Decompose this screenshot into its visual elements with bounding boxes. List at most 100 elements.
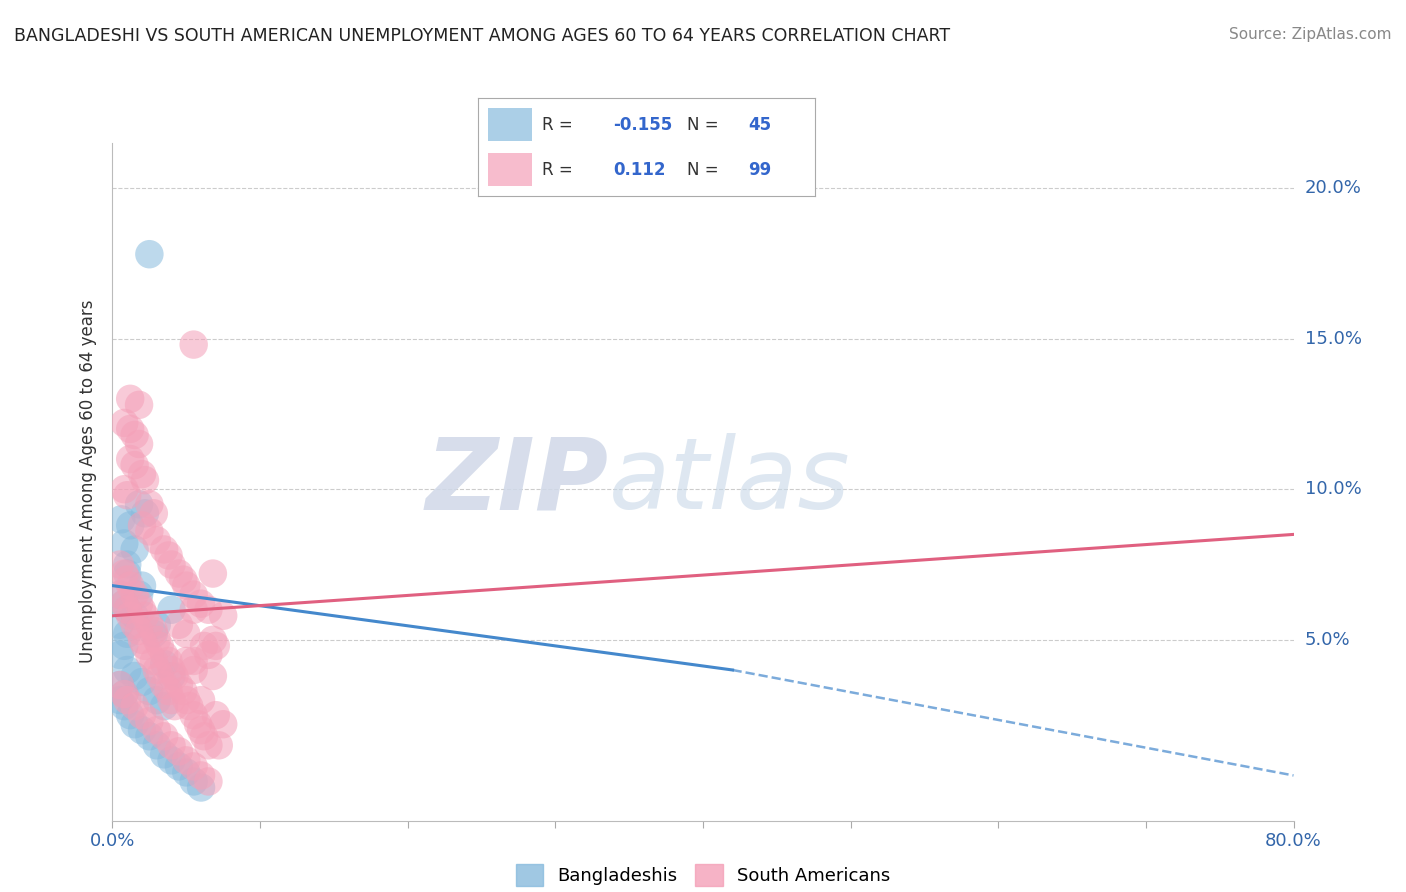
Point xyxy=(108,588,131,602)
Point xyxy=(120,452,142,467)
Point xyxy=(108,558,131,572)
Point xyxy=(120,422,142,436)
Point xyxy=(172,684,194,698)
Point xyxy=(174,627,197,641)
Point xyxy=(190,723,212,738)
Point xyxy=(190,597,212,611)
Point xyxy=(142,624,165,638)
Point xyxy=(153,648,176,662)
Point xyxy=(167,759,190,773)
Point xyxy=(205,639,228,653)
Point xyxy=(201,566,224,581)
Point xyxy=(183,774,205,789)
Point xyxy=(197,739,219,753)
Point xyxy=(108,617,131,632)
Point xyxy=(134,639,156,653)
Point xyxy=(146,739,169,753)
Point xyxy=(183,759,205,773)
Point xyxy=(183,603,205,617)
Point xyxy=(160,603,183,617)
Point xyxy=(131,603,153,617)
Point xyxy=(193,639,215,653)
Point xyxy=(117,558,138,572)
Point xyxy=(134,473,156,487)
Point xyxy=(174,693,197,707)
Point xyxy=(157,684,180,698)
Point xyxy=(167,617,190,632)
Point xyxy=(124,542,146,557)
Text: 5.0%: 5.0% xyxy=(1305,631,1350,648)
Point xyxy=(138,524,160,539)
Point xyxy=(212,717,235,731)
Point xyxy=(112,536,135,550)
Point xyxy=(117,603,138,617)
Point xyxy=(108,693,131,707)
Point xyxy=(160,558,183,572)
Point xyxy=(183,588,205,602)
Point xyxy=(112,482,135,496)
Point xyxy=(138,617,160,632)
Bar xyxy=(488,153,531,186)
Point xyxy=(183,708,205,723)
Point xyxy=(131,579,153,593)
Point xyxy=(183,663,205,677)
Point xyxy=(146,723,169,738)
Legend: Bangladeshis, South Americans: Bangladeshis, South Americans xyxy=(509,856,897,892)
Point xyxy=(128,497,150,511)
Point xyxy=(179,699,201,714)
Point xyxy=(112,597,135,611)
Point xyxy=(201,632,224,647)
Point xyxy=(131,708,153,723)
Point xyxy=(201,669,224,683)
Point xyxy=(190,780,212,795)
Point xyxy=(172,573,194,587)
Point xyxy=(142,627,165,641)
Point xyxy=(138,648,160,662)
Point xyxy=(193,729,215,743)
Point xyxy=(153,542,176,557)
Point xyxy=(174,765,197,780)
Point xyxy=(131,467,153,482)
Point xyxy=(124,699,146,714)
Text: 10.0%: 10.0% xyxy=(1305,480,1361,499)
Point xyxy=(112,687,135,701)
Text: 15.0%: 15.0% xyxy=(1305,329,1361,348)
Point xyxy=(112,687,135,701)
Text: Source: ZipAtlas.com: Source: ZipAtlas.com xyxy=(1229,27,1392,42)
Point xyxy=(134,608,156,623)
Point xyxy=(124,458,146,472)
Point xyxy=(117,573,138,587)
Point xyxy=(128,624,150,638)
Point xyxy=(183,654,205,668)
Point xyxy=(160,693,183,707)
Point xyxy=(120,708,142,723)
Text: N =: N = xyxy=(688,161,724,178)
Point xyxy=(149,639,172,653)
Text: BANGLADESHI VS SOUTH AMERICAN UNEMPLOYMENT AMONG AGES 60 TO 64 YEARS CORRELATION: BANGLADESHI VS SOUTH AMERICAN UNEMPLOYME… xyxy=(14,27,950,45)
Point xyxy=(112,699,135,714)
Point xyxy=(146,533,169,548)
Point xyxy=(112,566,135,581)
Point xyxy=(160,669,183,683)
Point xyxy=(112,597,135,611)
Point xyxy=(128,398,150,412)
Text: ZIP: ZIP xyxy=(426,434,609,530)
Point xyxy=(153,699,176,714)
Text: R =: R = xyxy=(543,116,578,134)
Point xyxy=(124,669,146,683)
Point xyxy=(146,693,169,707)
Point xyxy=(146,632,169,647)
Point xyxy=(117,603,138,617)
Point xyxy=(174,753,197,767)
Point xyxy=(160,753,183,767)
Point xyxy=(153,729,176,743)
Point xyxy=(128,588,150,602)
Point xyxy=(149,669,172,683)
Point xyxy=(146,617,169,632)
Point xyxy=(190,768,212,782)
Point xyxy=(108,678,131,692)
Point xyxy=(120,392,142,406)
Point xyxy=(212,608,235,623)
Point xyxy=(153,657,176,671)
Point xyxy=(142,654,165,668)
